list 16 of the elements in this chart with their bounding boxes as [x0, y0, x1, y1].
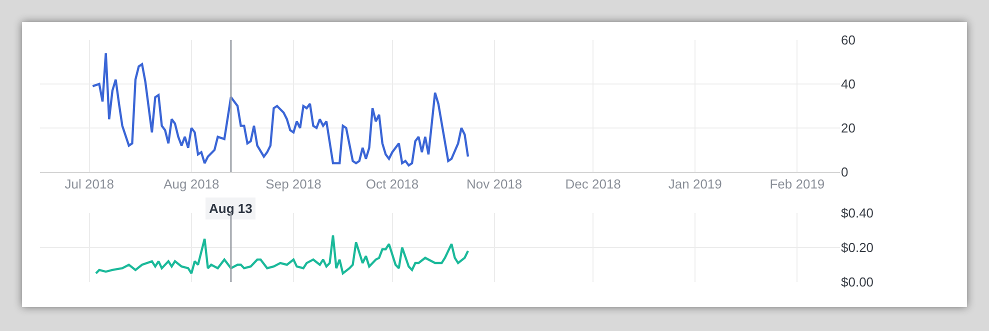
y-tick-label: $0.00 [841, 274, 874, 290]
x-tick-label: Jul 2018 [64, 176, 114, 192]
y-tick-label: $0.20 [841, 240, 874, 256]
y-tick-label: 40 [841, 76, 856, 92]
x-tick-label: Aug 2018 [164, 176, 220, 192]
ref-line-label: Aug 13 [209, 201, 252, 216]
y-tick-label: 0 [841, 164, 848, 180]
y-tick-label: $0.40 [841, 206, 874, 221]
x-tick-label: Jan 2019 [668, 176, 722, 192]
y-tick-label: 20 [841, 120, 856, 136]
x-tick-label: Dec 2018 [565, 176, 621, 192]
x-tick-label: Oct 2018 [366, 176, 419, 192]
y-tick-label: 60 [841, 32, 856, 48]
x-tick-label: Sep 2018 [266, 176, 322, 192]
x-tick-label: Feb 2019 [770, 176, 825, 192]
x-tick-label: Nov 2018 [466, 176, 522, 192]
